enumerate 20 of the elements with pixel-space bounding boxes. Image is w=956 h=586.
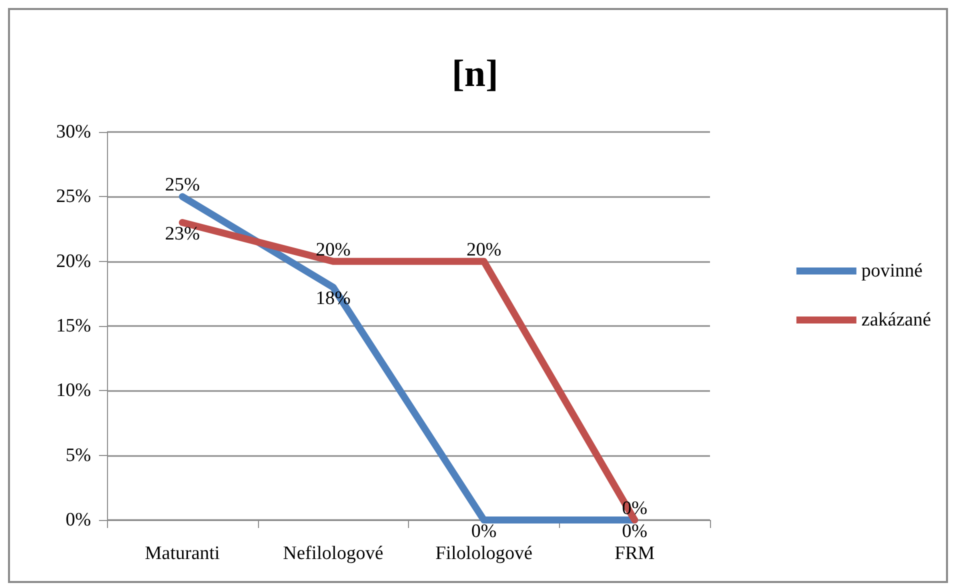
data-label: 20% [466,239,502,260]
data-label: 20% [316,239,351,260]
data-label: 23% [164,224,200,245]
y-tick-label: 0% [66,510,92,530]
data-label: 25% [164,174,200,196]
data-label: 0% [622,521,648,542]
x-tick-label: FRM [614,543,655,564]
y-tick-label: 25% [56,186,92,208]
x-tick-label: Nefilologové [282,543,384,564]
y-tick-label: 15% [56,316,92,336]
legend-label: povinné [861,260,923,282]
y-tick-label: 20% [56,250,92,272]
y-tick-label: 30% [56,122,92,142]
legend-label: zakázané [861,310,932,330]
x-tick-label: Filolologové [435,543,532,564]
data-label: 0% [471,521,497,542]
x-tick-label: Maturanti [144,543,220,564]
y-tick-label: 5% [66,444,92,466]
chart-title: [n] [452,53,498,95]
y-tick-label: 10% [56,380,92,402]
